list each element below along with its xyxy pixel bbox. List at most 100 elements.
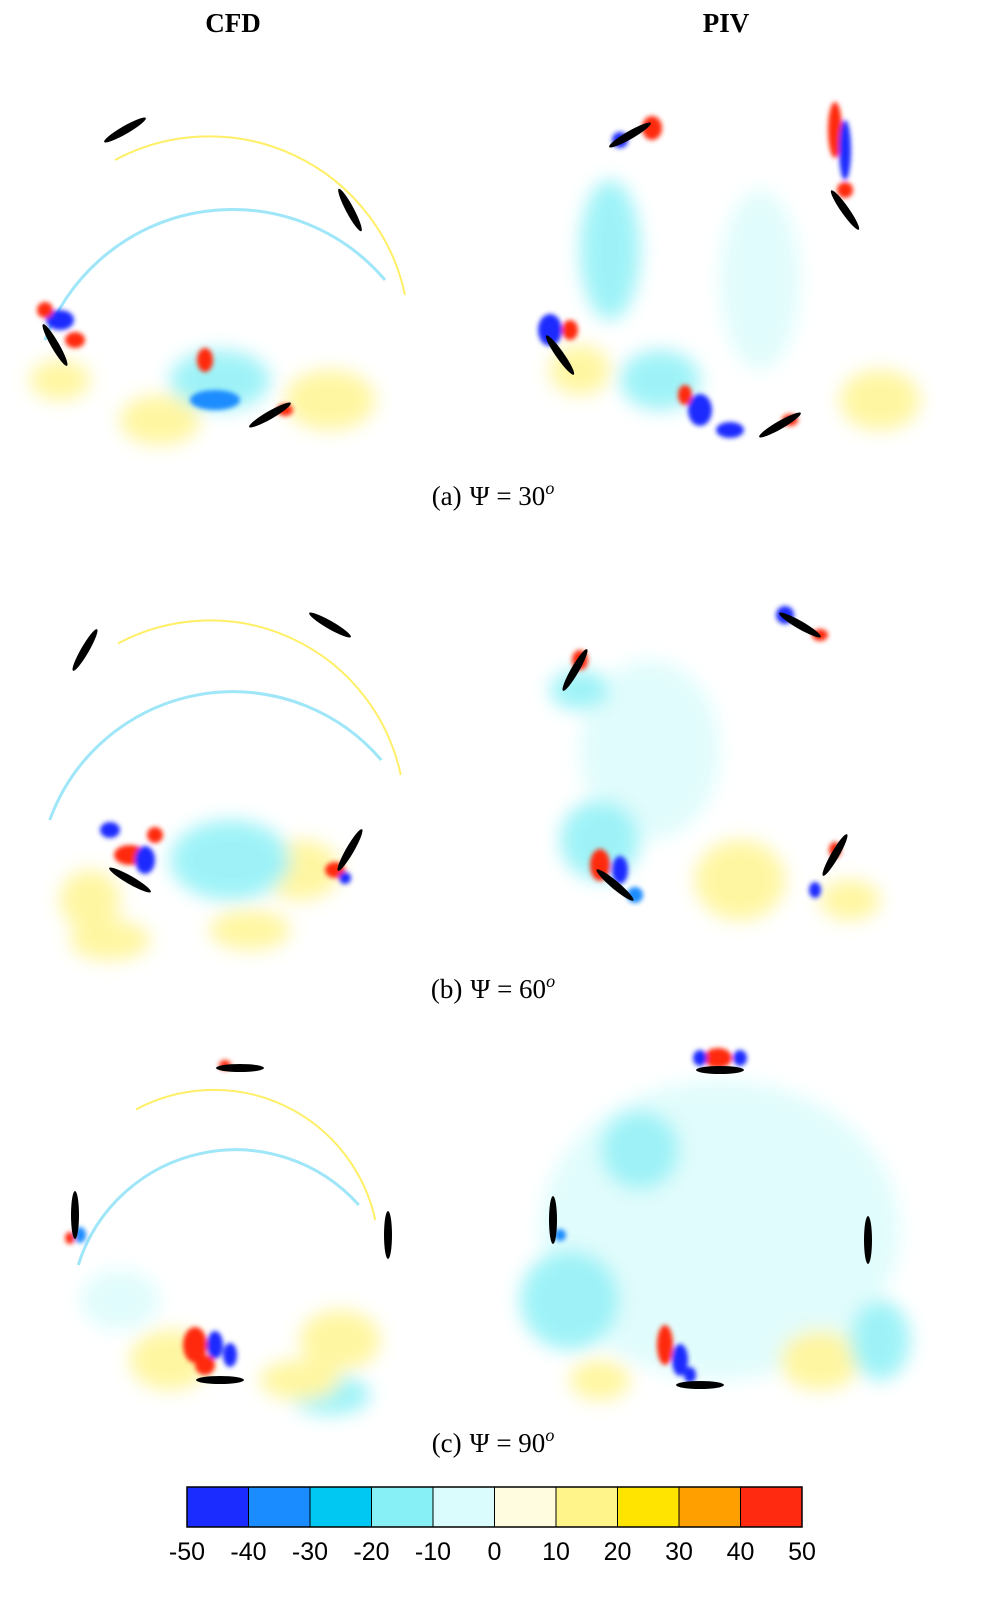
caption-expr: Ψ = 60 [470, 974, 546, 1004]
tick-label: -40 [230, 1538, 266, 1566]
vortex [837, 182, 853, 198]
contour-panel [30, 117, 406, 445]
vortex [65, 1232, 75, 1244]
column-header: PIV [703, 8, 750, 38]
wake-arc [48, 690, 383, 821]
blade [545, 335, 575, 375]
color-band [371, 1487, 433, 1527]
field-patch [285, 370, 375, 430]
tick-label: -30 [292, 1538, 328, 1566]
vortex [657, 1325, 673, 1365]
field-patch [580, 180, 640, 320]
vortices [37, 302, 293, 416]
background-field [80, 1270, 380, 1415]
vortex [65, 332, 85, 348]
color-band [556, 1487, 618, 1527]
vortex [190, 390, 240, 410]
vortex [684, 1367, 696, 1383]
field-patch [60, 870, 120, 930]
color-band [617, 1487, 679, 1527]
field-patch [780, 1330, 860, 1390]
captions: (a) Ψ = 30o(b) Ψ = 60o(c) Ψ = 90o [431, 478, 555, 1458]
caption-expr: Ψ = 30 [470, 481, 546, 511]
vortex [688, 394, 712, 426]
contour-panel [520, 1048, 910, 1400]
blade [337, 829, 363, 871]
contour-panel [538, 102, 920, 438]
vortices [65, 1060, 237, 1375]
tick-label: -10 [415, 1538, 451, 1566]
blade [384, 1211, 392, 1259]
field-patch [30, 360, 90, 400]
vortex [642, 116, 662, 140]
blade [104, 117, 146, 143]
color-band [310, 1487, 372, 1527]
blade [830, 190, 860, 230]
blade [779, 612, 821, 638]
blade [864, 1216, 872, 1264]
caption: (c) Ψ = 90o [432, 1425, 555, 1458]
contour-panel [550, 606, 880, 920]
vortex [183, 1327, 207, 1363]
background-field [550, 660, 880, 920]
tick-label: 50 [788, 1538, 816, 1566]
caption-expr: Ψ = 90 [470, 1428, 546, 1458]
blade [249, 402, 291, 428]
color-band [433, 1487, 495, 1527]
contour-panel [48, 612, 402, 960]
column-header: CFD [205, 8, 261, 38]
blade [196, 1376, 244, 1384]
blade [676, 1381, 724, 1389]
field-patch [570, 1360, 630, 1400]
vortex [37, 302, 53, 318]
color-band [494, 1487, 556, 1527]
vortex [46, 310, 74, 330]
vortex [839, 120, 851, 180]
vortex [195, 1355, 215, 1375]
caption-label: (a) [432, 481, 462, 511]
vortex [672, 1344, 688, 1376]
blade [309, 612, 351, 638]
blade [822, 834, 848, 876]
wake-arc [117, 619, 402, 776]
blade [609, 122, 651, 148]
blade [72, 629, 98, 671]
field-patch [600, 1110, 680, 1190]
blade [338, 188, 362, 232]
tick-label: 0 [488, 1538, 502, 1566]
field-patch [850, 1300, 910, 1380]
field-patch [720, 190, 800, 370]
field-patch [550, 670, 610, 710]
vortex [207, 1331, 223, 1359]
field-patch [80, 1270, 160, 1330]
vortex [339, 872, 351, 884]
vortex [693, 1050, 707, 1066]
wake-arc [135, 1088, 377, 1221]
tick-label: -50 [169, 1538, 205, 1566]
vortex [809, 882, 821, 898]
blade [596, 869, 634, 901]
vortex [197, 348, 213, 372]
vortex [100, 822, 120, 838]
tick-label: 30 [665, 1538, 693, 1566]
field-patch [840, 370, 920, 430]
vortex [554, 1229, 566, 1241]
vortex [828, 102, 842, 158]
vortex [562, 320, 578, 340]
wake-arc [114, 135, 406, 296]
wake-arc [76, 1148, 360, 1266]
color-band [679, 1487, 741, 1527]
blade [71, 1191, 79, 1239]
vortex [733, 1050, 747, 1066]
caption-label: (c) [432, 1428, 462, 1458]
field-patch [300, 1310, 380, 1370]
field-patch [170, 820, 290, 900]
field-patch [520, 1250, 620, 1350]
caption-sup: o [546, 971, 555, 991]
blade [42, 324, 68, 366]
blade [562, 649, 588, 691]
blade [759, 412, 801, 438]
tick-label: 40 [727, 1538, 755, 1566]
